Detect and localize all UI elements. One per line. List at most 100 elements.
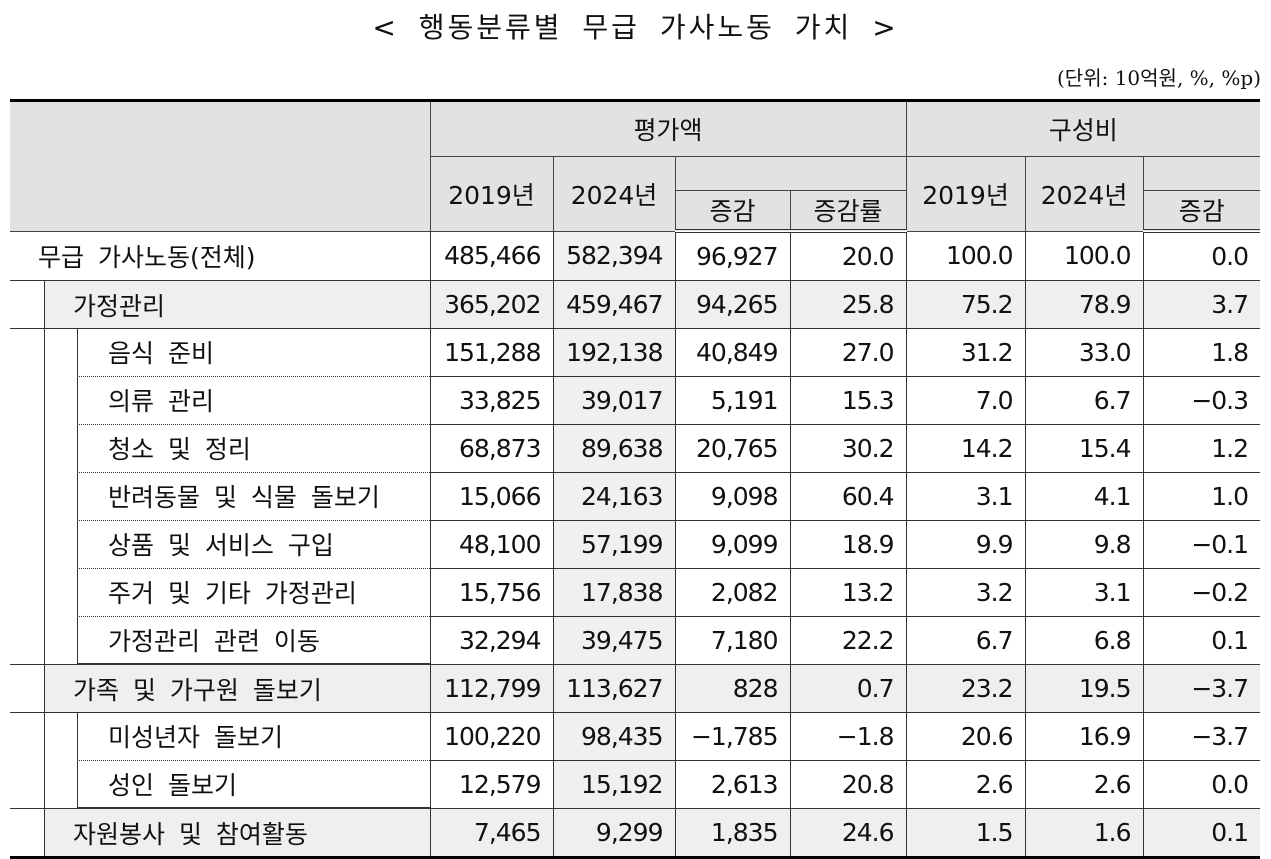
value-2024: 57,199	[552, 520, 676, 569]
value-2019: 151,288	[429, 328, 554, 377]
share-2019: 23.2	[905, 664, 1026, 713]
value-2019: 15,066	[429, 472, 554, 521]
value-change: 40,849	[674, 328, 791, 377]
share-2019: 31.2	[905, 328, 1026, 377]
row-label: 반려동물 및 식물 돌보기	[108, 483, 380, 512]
header-val-change-group	[674, 156, 907, 191]
row-label-cell: 상품 및 서비스 구입	[10, 520, 431, 569]
row-label-cell: 가족 및 가구원 돌보기	[10, 664, 431, 713]
share-2019: 75.2	[905, 280, 1026, 329]
value-2024: 192,138	[552, 328, 676, 377]
share-change: 1.0	[1142, 472, 1261, 521]
value-2024: 459,467	[552, 280, 676, 329]
value-2019: 100,220	[429, 712, 554, 761]
row-label-cell: 자원봉사 및 참여활동	[10, 808, 431, 858]
share-2024: 9.8	[1024, 520, 1144, 569]
share-change: −0.1	[1142, 520, 1261, 569]
share-2019: 100.0	[905, 230, 1026, 281]
row-label: 청소 및 정리	[108, 435, 251, 464]
table-row: 무급 가사노동(전체) 485,466 582,394 96,927 20.0 100.0…	[10, 230, 1261, 281]
value-change: −1,785	[674, 712, 791, 761]
row-label-cell: 가정관리 관련 이동	[10, 616, 431, 665]
share-2024: 2.6	[1024, 760, 1144, 809]
table-row: 가정관리 관련 이동 32,294 39,475 7,180 22.2 6.7 6.8 0.1	[10, 616, 1261, 665]
value-2024: 89,638	[552, 424, 676, 473]
share-2019: 2.6	[905, 760, 1026, 809]
share-2024: 16.9	[1024, 712, 1144, 761]
row-label: 주거 및 기타 가정관리	[108, 579, 357, 608]
table-row: 음식 준비 151,288 192,138 40,849 27.0 31.2 33.0 1.8	[10, 328, 1261, 377]
header-comp-2019: 2019년	[905, 156, 1026, 232]
header-val-change: 증감	[674, 190, 791, 233]
value-change: 828	[674, 664, 791, 713]
header-val-2024: 2024년	[552, 156, 676, 232]
table-row: 가족 및 가구원 돌보기 112,799 113,627 828 0.7 23.2 19.5…	[10, 664, 1261, 713]
value-change-rate: 24.6	[789, 808, 907, 858]
share-2024: 1.6	[1024, 808, 1144, 858]
header-comp-2024: 2024년	[1024, 156, 1144, 232]
share-2019: 20.6	[905, 712, 1026, 761]
value-change: 9,099	[674, 520, 791, 569]
row-label-cell: 주거 및 기타 가정관리	[10, 568, 431, 617]
share-2024: 6.7	[1024, 376, 1144, 425]
share-2024: 15.4	[1024, 424, 1144, 473]
share-2019: 3.1	[905, 472, 1026, 521]
value-change-rate: 0.7	[789, 664, 907, 713]
value-change: 5,191	[674, 376, 791, 425]
header-valuation: 평가액	[429, 100, 907, 157]
table-row: 반려동물 및 식물 돌보기 15,066 24,163 9,098 60.4 3.1 4.1…	[10, 472, 1261, 521]
value-change: 9,098	[674, 472, 791, 521]
share-change: 1.8	[1142, 328, 1261, 377]
value-2024: 9,299	[552, 808, 676, 858]
table-row: 의류 관리 33,825 39,017 5,191 15.3 7.0 6.7 −0.3	[10, 376, 1261, 425]
value-2024: 39,475	[552, 616, 676, 665]
value-2019: 112,799	[429, 664, 554, 713]
value-2024: 113,627	[552, 664, 676, 713]
row-label-cell: 미성년자 돌보기	[10, 712, 431, 761]
value-2024: 39,017	[552, 376, 676, 425]
value-2019: 48,100	[429, 520, 554, 569]
table-row: 성인 돌보기 12,579 15,192 2,613 20.8 2.6 2.6 0.0	[10, 760, 1261, 809]
header-comp-change: 증감	[1142, 190, 1261, 233]
value-change-rate: 60.4	[789, 472, 907, 521]
row-label: 의류 관리	[108, 387, 214, 416]
row-label-cell: 무급 가사노동(전체)	[10, 230, 431, 281]
value-change: 20,765	[674, 424, 791, 473]
value-2024: 15,192	[552, 760, 676, 809]
row-label: 무급 가사노동(전체)	[38, 242, 256, 272]
share-2019: 1.5	[905, 808, 1026, 858]
value-change-rate: 25.8	[789, 280, 907, 329]
share-2024: 4.1	[1024, 472, 1144, 521]
row-label-cell: 청소 및 정리	[10, 424, 431, 473]
table-title: < 행동분류별 무급 가사노동 가치 >	[372, 11, 899, 44]
value-2024: 98,435	[552, 712, 676, 761]
value-change: 2,613	[674, 760, 791, 809]
row-label: 가정관리 관련 이동	[108, 626, 320, 656]
value-change-rate: 22.2	[789, 616, 907, 665]
table-row: 상품 및 서비스 구입 48,100 57,199 9,099 18.9 9.9 9.8 −0…	[10, 520, 1261, 569]
share-2019: 6.7	[905, 616, 1026, 665]
value-2024: 17,838	[552, 568, 676, 617]
table-row: 주거 및 기타 가정관리 15,756 17,838 2,082 13.2 3.2 3.1−…	[10, 568, 1261, 617]
value-change: 1,835	[674, 808, 791, 858]
share-2019: 7.0	[905, 376, 1026, 425]
share-change: 3.7	[1142, 280, 1261, 329]
row-label-cell: 음식 준비	[10, 328, 431, 377]
row-label-cell: 의류 관리	[10, 376, 431, 425]
table-row: 가정관리 365,202 459,467 94,265 25.8 75.2 78.9 3.7	[10, 280, 1261, 329]
row-label: 자원봉사 및 참여활동	[73, 819, 308, 849]
row-label-cell: 가정관리	[10, 280, 431, 329]
value-change-rate: 15.3	[789, 376, 907, 425]
value-change-rate: 13.2	[789, 568, 907, 617]
value-2019: 12,579	[429, 760, 554, 809]
value-change: 94,265	[674, 280, 791, 329]
value-2019: 485,466	[429, 230, 554, 281]
row-label: 가정관리	[73, 291, 166, 321]
value-2019: 68,873	[429, 424, 554, 473]
share-2024: 78.9	[1024, 280, 1144, 329]
share-change: 0.0	[1142, 230, 1261, 281]
value-change: 2,082	[674, 568, 791, 617]
share-2019: 9.9	[905, 520, 1026, 569]
row-label: 미성년자 돌보기	[108, 723, 283, 753]
value-change-rate: −1.8	[789, 712, 907, 761]
